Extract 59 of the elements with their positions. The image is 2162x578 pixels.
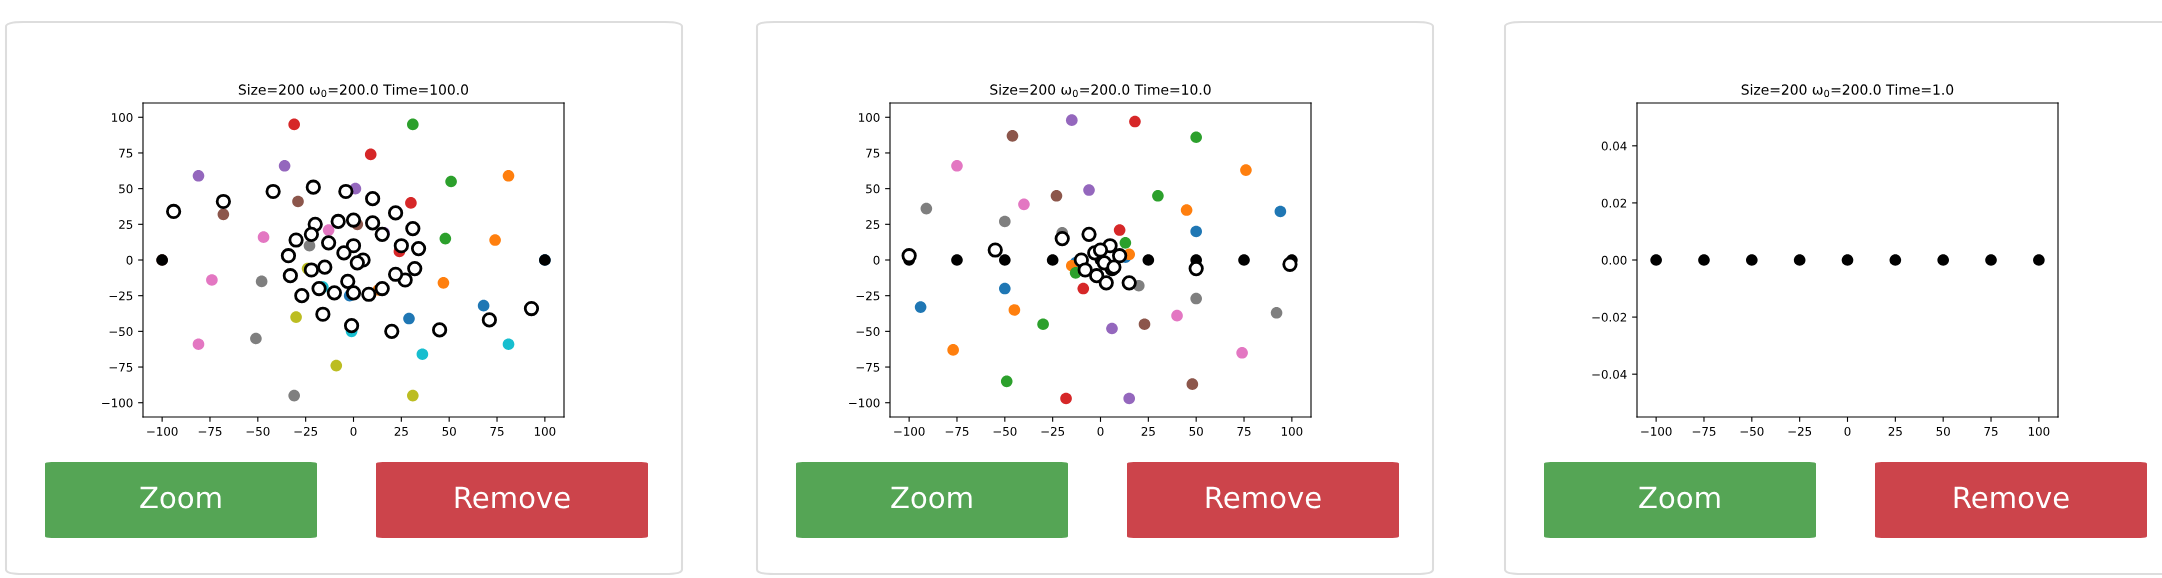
x-tick-label: 0 xyxy=(1097,426,1104,436)
text: Zoom xyxy=(891,486,972,509)
y-tick-label: −0.02 xyxy=(1592,312,1627,322)
chart-title: Size=200 ω$_{0}$=200.0 Time=100.0 xyxy=(238,84,469,98)
x-tick-label: −100 xyxy=(894,426,925,436)
y-tick-label: 0.04 xyxy=(1601,141,1627,151)
y-tick-label: −75 xyxy=(856,362,880,372)
x-tick-label: −50 xyxy=(246,426,270,436)
y-tick-label: −100 xyxy=(849,398,880,408)
x-tick-label: 25 xyxy=(1888,426,1902,436)
chart-title: Size=200 ω$_{0}$=200.0 Time=1.0 xyxy=(1741,84,1954,98)
y-tick-label: 50 xyxy=(119,184,133,194)
y-tick-label: 0.00 xyxy=(1601,255,1627,265)
y-tick-label: −50 xyxy=(109,327,133,337)
y-tick-label: −25 xyxy=(856,291,880,301)
y-tick-label: 0.02 xyxy=(1601,198,1627,208)
x-tick-label: −75 xyxy=(198,427,222,436)
y-tick-label: 75 xyxy=(866,148,880,158)
x-tick-label: −25 xyxy=(294,426,318,436)
y-tick-label: 25 xyxy=(866,220,880,229)
x-tick-label: −100 xyxy=(1641,426,1672,436)
x-tick-label: 100 xyxy=(534,426,556,436)
x-tick-label: −25 xyxy=(1788,426,1812,436)
y-tick-label: −25 xyxy=(109,291,133,301)
x-tick-label: −75 xyxy=(1692,427,1716,436)
x-tick-label: 25 xyxy=(1141,426,1155,436)
y-tick-label: 100 xyxy=(112,113,133,122)
text: Remove xyxy=(1954,486,2069,509)
x-tick-label: 100 xyxy=(1281,426,1303,436)
y-tick-label: −50 xyxy=(856,327,880,337)
x-tick-label: −100 xyxy=(147,426,178,436)
x-tick-label: −50 xyxy=(993,426,1017,436)
x-tick-label: 50 xyxy=(1936,426,1950,436)
y-tick-label: −75 xyxy=(109,362,133,372)
y-tick-label: 25 xyxy=(119,220,133,229)
chart-title: Size=200 ω$_{0}$=200.0 Time=10.0 xyxy=(990,84,1211,98)
y-tick-label: −100 xyxy=(102,398,133,408)
text: Zoom xyxy=(1639,486,1720,509)
x-tick-label: 50 xyxy=(1189,426,1203,436)
text: Remove xyxy=(455,486,570,509)
x-tick-label: 0 xyxy=(1844,426,1851,436)
x-tick-label: 0 xyxy=(350,426,357,436)
y-tick-label: 50 xyxy=(866,184,880,194)
x-tick-label: −75 xyxy=(945,427,969,436)
text: Zoom xyxy=(140,486,221,509)
x-tick-label: −50 xyxy=(1740,426,1764,436)
x-tick-label: 75 xyxy=(1984,427,1998,436)
y-tick-label: 100 xyxy=(859,113,880,122)
x-tick-label: 100 xyxy=(2028,426,2050,436)
x-tick-label: −25 xyxy=(1041,426,1065,436)
y-tick-label: 0 xyxy=(126,255,133,265)
y-tick-label: 75 xyxy=(119,148,133,158)
x-tick-label: 75 xyxy=(490,427,504,436)
y-tick-label: −0.04 xyxy=(1592,369,1627,379)
x-tick-label: 50 xyxy=(442,426,456,436)
x-tick-label: 75 xyxy=(1237,427,1251,436)
y-tick-label: 0 xyxy=(873,255,880,265)
text: Remove xyxy=(1206,486,1321,509)
x-tick-label: 25 xyxy=(394,426,408,436)
